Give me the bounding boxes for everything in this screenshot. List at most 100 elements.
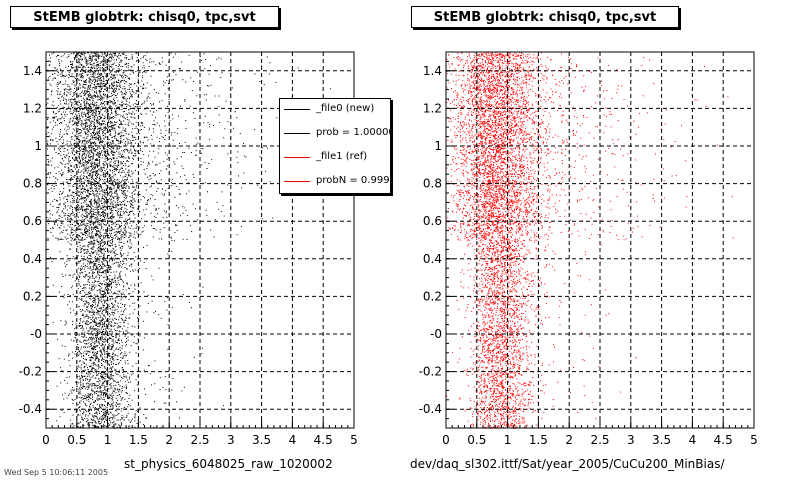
scatter-point	[150, 103, 152, 104]
scatter-point	[57, 97, 59, 99]
scatter-point	[71, 202, 73, 204]
scatter-point	[100, 308, 102, 310]
scatter-point	[65, 207, 67, 209]
scatter-point	[105, 173, 107, 174]
scatter-point	[97, 147, 98, 149]
scatter-point	[118, 394, 120, 396]
scatter-point	[104, 135, 106, 137]
scatter-point	[109, 411, 111, 413]
scatter-point	[115, 423, 117, 425]
scatter-point	[98, 339, 100, 341]
scatter-point	[101, 332, 103, 333]
scatter-point	[101, 287, 103, 289]
scatter-point	[77, 187, 79, 189]
scatter-point	[87, 216, 89, 218]
scatter-point	[98, 341, 100, 343]
scatter-point	[82, 140, 84, 142]
scatter-point	[97, 374, 99, 376]
scatter-point	[84, 394, 86, 396]
scatter-point	[117, 85, 119, 87]
scatter-point	[70, 230, 72, 232]
scatter-point	[73, 94, 75, 96]
scatter-point	[97, 336, 98, 338]
scatter-point	[73, 159, 75, 161]
scatter-point	[104, 182, 106, 184]
scatter-point	[138, 205, 140, 207]
scatter-point	[85, 194, 87, 196]
scatter-point	[88, 78, 90, 80]
scatter-point	[104, 251, 106, 252]
scatter-point	[109, 323, 111, 325]
scatter-point	[97, 227, 99, 229]
scatter-point	[136, 133, 138, 135]
scatter-point	[130, 235, 132, 237]
scatter-point	[125, 74, 127, 76]
scatter-point	[119, 182, 121, 184]
scatter-point	[97, 134, 99, 136]
scatter-point	[124, 181, 126, 183]
scatter-point	[237, 151, 239, 153]
scatter-point	[57, 93, 58, 95]
scatter-point	[100, 229, 102, 231]
scatter-point	[104, 315, 106, 317]
scatter-point	[94, 180, 96, 182]
scatter-point	[181, 61, 183, 63]
scatter-point	[61, 217, 63, 219]
scatter-point	[102, 326, 104, 328]
scatter-point	[77, 344, 79, 345]
scatter-point	[131, 334, 133, 336]
scatter-point	[96, 308, 97, 310]
scatter-point	[89, 379, 91, 380]
scatter-point	[83, 172, 85, 174]
scatter-point	[109, 130, 111, 132]
scatter-point	[89, 115, 91, 117]
scatter-point	[62, 95, 63, 97]
scatter-point	[101, 383, 103, 385]
scatter-point	[99, 198, 100, 200]
scatter-point	[134, 308, 136, 310]
scatter-point	[99, 107, 101, 109]
scatter-point	[101, 291, 103, 292]
scatter-point	[95, 94, 96, 96]
scatter-point	[87, 167, 88, 169]
scatter-point	[131, 163, 133, 164]
scatter-point	[119, 185, 121, 187]
scatter-point	[112, 196, 114, 198]
scatter-point	[80, 328, 82, 329]
scatter-point	[95, 172, 97, 174]
scatter-point	[129, 203, 131, 205]
scatter-point	[105, 197, 107, 199]
scatter-point	[81, 52, 82, 54]
scatter-point	[100, 123, 102, 125]
scatter-point	[98, 99, 100, 100]
scatter-point	[120, 252, 121, 254]
scatter-point	[97, 368, 99, 370]
scatter-point	[109, 114, 111, 116]
scatter-point	[129, 113, 131, 115]
scatter-point	[76, 386, 78, 388]
scatter-point	[110, 170, 112, 172]
scatter-point	[75, 193, 77, 194]
scatter-point	[171, 239, 173, 241]
scatter-point	[94, 345, 96, 347]
scatter-point	[90, 217, 92, 219]
scatter-point	[118, 126, 120, 128]
scatter-point	[89, 91, 91, 93]
scatter-point	[47, 218, 49, 220]
scatter-point	[106, 64, 108, 66]
scatter-point	[166, 79, 168, 81]
scatter-point	[85, 383, 87, 385]
scatter-point	[106, 217, 108, 219]
scatter-point	[110, 83, 112, 85]
scatter-point	[70, 179, 71, 180]
scatter-point	[125, 103, 127, 105]
scatter-point	[106, 303, 108, 304]
scatter-point	[85, 378, 87, 379]
scatter-point	[54, 73, 56, 74]
scatter-point	[120, 163, 122, 165]
scatter-point	[72, 119, 74, 121]
scatter-point	[97, 325, 99, 327]
scatter-point	[114, 100, 115, 102]
scatter-point	[108, 425, 110, 427]
scatter-point	[103, 86, 105, 87]
